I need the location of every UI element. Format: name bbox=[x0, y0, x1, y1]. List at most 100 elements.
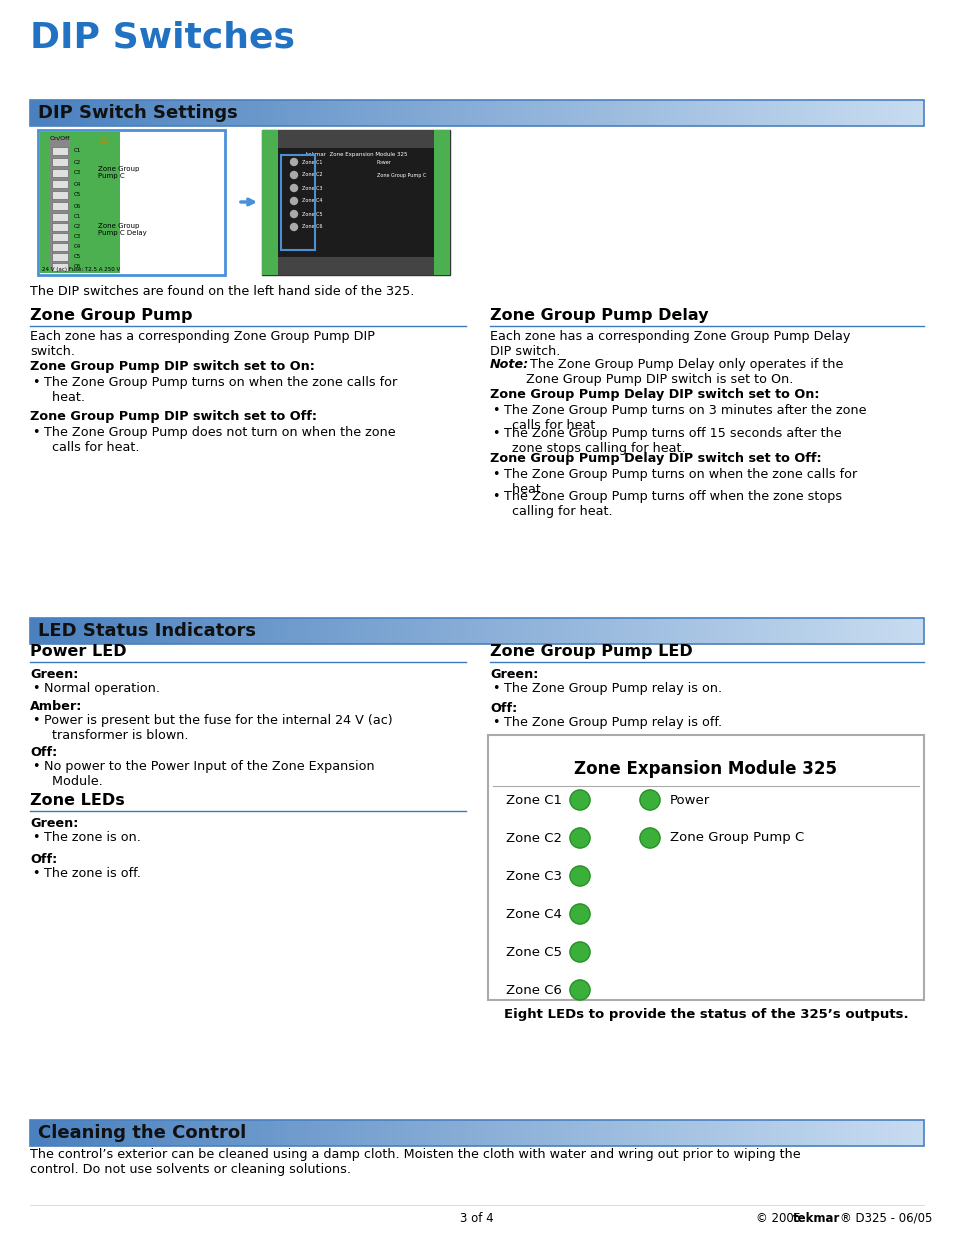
Bar bbox=[374, 1120, 378, 1146]
Bar bbox=[865, 100, 869, 126]
Bar bbox=[281, 156, 314, 249]
Bar bbox=[312, 100, 315, 126]
Text: Zone Group
Pump C Delay: Zone Group Pump C Delay bbox=[98, 224, 147, 236]
Text: Each zone has a corresponding Zone Group Pump DIP
switch.: Each zone has a corresponding Zone Group… bbox=[30, 330, 375, 358]
Bar bbox=[498, 1120, 503, 1146]
Bar bbox=[119, 1120, 124, 1146]
Bar bbox=[646, 1120, 651, 1146]
Bar bbox=[485, 1120, 490, 1146]
Bar bbox=[307, 618, 312, 643]
Bar bbox=[405, 618, 410, 643]
Bar bbox=[132, 618, 137, 643]
Bar bbox=[142, 618, 146, 643]
Bar bbox=[370, 1120, 374, 1146]
Bar bbox=[195, 100, 199, 126]
Bar bbox=[338, 1120, 342, 1146]
Text: •: • bbox=[492, 404, 499, 417]
Bar bbox=[57, 1120, 61, 1146]
Bar bbox=[450, 1120, 455, 1146]
Bar bbox=[101, 618, 106, 643]
Bar bbox=[726, 100, 731, 126]
Bar bbox=[52, 233, 68, 241]
Bar bbox=[146, 100, 151, 126]
Bar bbox=[776, 1120, 781, 1146]
Bar bbox=[879, 100, 882, 126]
Bar bbox=[638, 100, 641, 126]
Bar bbox=[432, 100, 436, 126]
Bar bbox=[784, 1120, 789, 1146]
Bar bbox=[222, 1120, 227, 1146]
Bar bbox=[84, 618, 88, 643]
Bar bbox=[235, 100, 240, 126]
Bar bbox=[329, 100, 334, 126]
Bar bbox=[896, 100, 901, 126]
Bar bbox=[798, 618, 802, 643]
Text: LED Status Indicators: LED Status Indicators bbox=[38, 622, 255, 640]
Bar bbox=[249, 1120, 253, 1146]
Bar bbox=[839, 618, 842, 643]
Bar bbox=[124, 1120, 129, 1146]
Bar bbox=[781, 100, 784, 126]
Bar bbox=[758, 100, 762, 126]
Bar bbox=[869, 618, 874, 643]
Text: Power is present but the fuse for the internal 24 V (ac)
  transformer is blown.: Power is present but the fuse for the in… bbox=[44, 714, 393, 742]
Text: •: • bbox=[32, 760, 39, 773]
Bar bbox=[427, 1120, 432, 1146]
Bar bbox=[811, 618, 816, 643]
Bar bbox=[79, 100, 84, 126]
Bar bbox=[463, 618, 468, 643]
Bar bbox=[235, 1120, 240, 1146]
Bar bbox=[758, 1120, 762, 1146]
Bar bbox=[302, 100, 307, 126]
Bar bbox=[48, 618, 52, 643]
Bar bbox=[481, 100, 485, 126]
Bar bbox=[713, 618, 718, 643]
Bar bbox=[39, 618, 44, 643]
Bar bbox=[244, 618, 249, 643]
Bar bbox=[606, 1120, 611, 1146]
Circle shape bbox=[291, 184, 297, 191]
Text: © 2005: © 2005 bbox=[755, 1212, 804, 1224]
Bar bbox=[213, 618, 217, 643]
Bar bbox=[30, 1120, 923, 1146]
Bar bbox=[52, 203, 68, 210]
Bar bbox=[182, 618, 186, 643]
Text: Zone Group Pump: Zone Group Pump bbox=[30, 308, 193, 324]
Bar bbox=[686, 1120, 691, 1146]
Text: C4: C4 bbox=[74, 245, 81, 249]
Bar bbox=[106, 100, 111, 126]
Text: Zone Group Pump LED: Zone Group Pump LED bbox=[490, 643, 692, 659]
Bar bbox=[673, 100, 678, 126]
Bar bbox=[275, 100, 280, 126]
Bar bbox=[204, 1120, 209, 1146]
Bar bbox=[668, 100, 673, 126]
Text: Zone C4: Zone C4 bbox=[506, 908, 561, 920]
Bar bbox=[34, 618, 39, 643]
Bar bbox=[231, 618, 235, 643]
Bar bbox=[839, 1120, 842, 1146]
Bar bbox=[325, 100, 329, 126]
Bar bbox=[601, 100, 606, 126]
Bar bbox=[481, 618, 485, 643]
Bar bbox=[468, 100, 472, 126]
Bar bbox=[601, 1120, 606, 1146]
Text: C5: C5 bbox=[74, 254, 81, 259]
Bar bbox=[498, 618, 503, 643]
Text: •: • bbox=[32, 682, 39, 695]
Bar bbox=[485, 100, 490, 126]
Text: On/Off: On/Off bbox=[50, 135, 71, 140]
Bar bbox=[816, 1120, 821, 1146]
Bar bbox=[329, 1120, 334, 1146]
Bar bbox=[334, 100, 338, 126]
Bar bbox=[342, 100, 347, 126]
Bar bbox=[164, 100, 169, 126]
Bar bbox=[137, 1120, 142, 1146]
Circle shape bbox=[291, 158, 297, 165]
Bar bbox=[383, 100, 387, 126]
Bar bbox=[539, 1120, 543, 1146]
Bar bbox=[124, 100, 129, 126]
Bar bbox=[275, 1120, 280, 1146]
Bar bbox=[598, 100, 601, 126]
Bar bbox=[52, 169, 68, 177]
Bar bbox=[52, 243, 68, 251]
